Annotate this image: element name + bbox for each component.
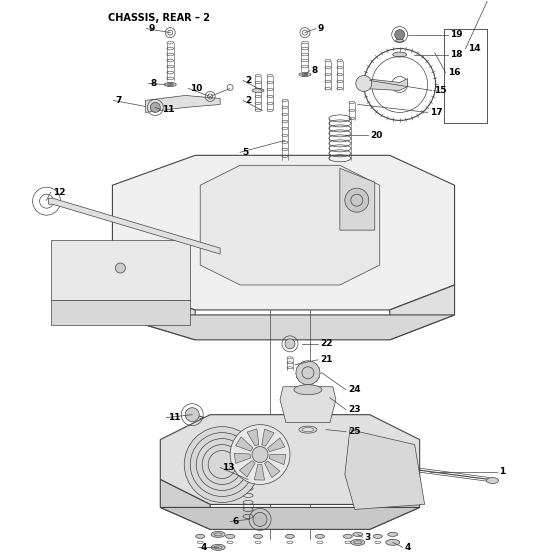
- Ellipse shape: [254, 534, 263, 538]
- Ellipse shape: [252, 88, 264, 92]
- Text: 5: 5: [242, 148, 248, 157]
- Text: 18: 18: [450, 50, 462, 59]
- Ellipse shape: [351, 539, 365, 545]
- Ellipse shape: [315, 534, 324, 538]
- Text: 4: 4: [200, 543, 207, 552]
- Ellipse shape: [167, 83, 173, 86]
- Ellipse shape: [211, 531, 225, 538]
- Polygon shape: [49, 198, 220, 254]
- Circle shape: [345, 188, 369, 212]
- Polygon shape: [113, 315, 455, 340]
- Polygon shape: [340, 168, 375, 230]
- Polygon shape: [247, 429, 259, 446]
- Polygon shape: [269, 455, 286, 465]
- Text: 3: 3: [365, 533, 371, 542]
- Text: 11: 11: [162, 105, 175, 114]
- Ellipse shape: [386, 539, 400, 545]
- Ellipse shape: [211, 544, 225, 550]
- Text: 7: 7: [115, 96, 122, 105]
- Circle shape: [230, 424, 290, 484]
- Polygon shape: [113, 155, 455, 310]
- Ellipse shape: [294, 385, 322, 395]
- Circle shape: [184, 427, 260, 502]
- Text: 15: 15: [433, 86, 446, 95]
- Polygon shape: [200, 165, 380, 285]
- Circle shape: [252, 446, 268, 463]
- Circle shape: [356, 76, 372, 91]
- Circle shape: [395, 30, 405, 40]
- Ellipse shape: [343, 534, 352, 538]
- Text: 8: 8: [150, 79, 157, 88]
- Ellipse shape: [195, 534, 205, 538]
- Ellipse shape: [226, 534, 235, 538]
- Ellipse shape: [396, 39, 404, 42]
- Polygon shape: [236, 437, 253, 451]
- Circle shape: [185, 408, 199, 422]
- Polygon shape: [370, 479, 419, 529]
- Text: 11: 11: [168, 413, 181, 422]
- Polygon shape: [254, 464, 264, 480]
- Polygon shape: [160, 479, 210, 529]
- Circle shape: [296, 361, 320, 385]
- Polygon shape: [146, 95, 220, 113]
- Text: 13: 13: [222, 463, 235, 472]
- Text: 16: 16: [447, 68, 460, 77]
- Polygon shape: [364, 78, 408, 91]
- Text: 22: 22: [320, 339, 333, 348]
- Polygon shape: [345, 430, 424, 510]
- Polygon shape: [239, 460, 255, 477]
- Circle shape: [115, 263, 125, 273]
- Text: 8: 8: [312, 66, 318, 75]
- Text: 2: 2: [245, 96, 251, 105]
- Text: 6: 6: [232, 517, 239, 526]
- Polygon shape: [264, 461, 280, 478]
- Text: 2: 2: [245, 76, 251, 85]
- Text: CHASSIS, REAR – 2: CHASSIS, REAR – 2: [109, 13, 211, 22]
- Polygon shape: [50, 300, 190, 325]
- Ellipse shape: [388, 533, 398, 536]
- Circle shape: [253, 512, 267, 526]
- Polygon shape: [234, 453, 251, 464]
- Circle shape: [285, 339, 295, 349]
- Polygon shape: [268, 438, 285, 451]
- Text: 12: 12: [53, 188, 65, 197]
- Polygon shape: [390, 285, 455, 340]
- Polygon shape: [280, 387, 336, 423]
- Circle shape: [150, 102, 160, 113]
- Polygon shape: [50, 240, 190, 300]
- Ellipse shape: [286, 534, 295, 538]
- Text: 21: 21: [320, 355, 333, 365]
- Polygon shape: [262, 429, 274, 446]
- Ellipse shape: [393, 52, 407, 57]
- Ellipse shape: [164, 82, 176, 86]
- Polygon shape: [160, 507, 419, 529]
- Ellipse shape: [374, 534, 382, 538]
- Polygon shape: [113, 285, 195, 340]
- Polygon shape: [160, 414, 419, 505]
- Ellipse shape: [353, 533, 363, 536]
- Text: 23: 23: [348, 405, 360, 414]
- Text: 9: 9: [148, 24, 155, 33]
- Text: 25: 25: [348, 427, 360, 436]
- Text: 10: 10: [190, 84, 203, 93]
- Text: 14: 14: [468, 44, 480, 53]
- Ellipse shape: [302, 73, 308, 76]
- Text: 1: 1: [500, 467, 506, 476]
- Ellipse shape: [299, 72, 311, 77]
- Text: 9: 9: [318, 24, 324, 33]
- Text: 20: 20: [370, 131, 382, 140]
- Text: 24: 24: [348, 385, 361, 394]
- Text: 4: 4: [405, 543, 411, 552]
- Text: 19: 19: [450, 30, 462, 39]
- Ellipse shape: [487, 478, 498, 483]
- Text: 17: 17: [430, 108, 442, 117]
